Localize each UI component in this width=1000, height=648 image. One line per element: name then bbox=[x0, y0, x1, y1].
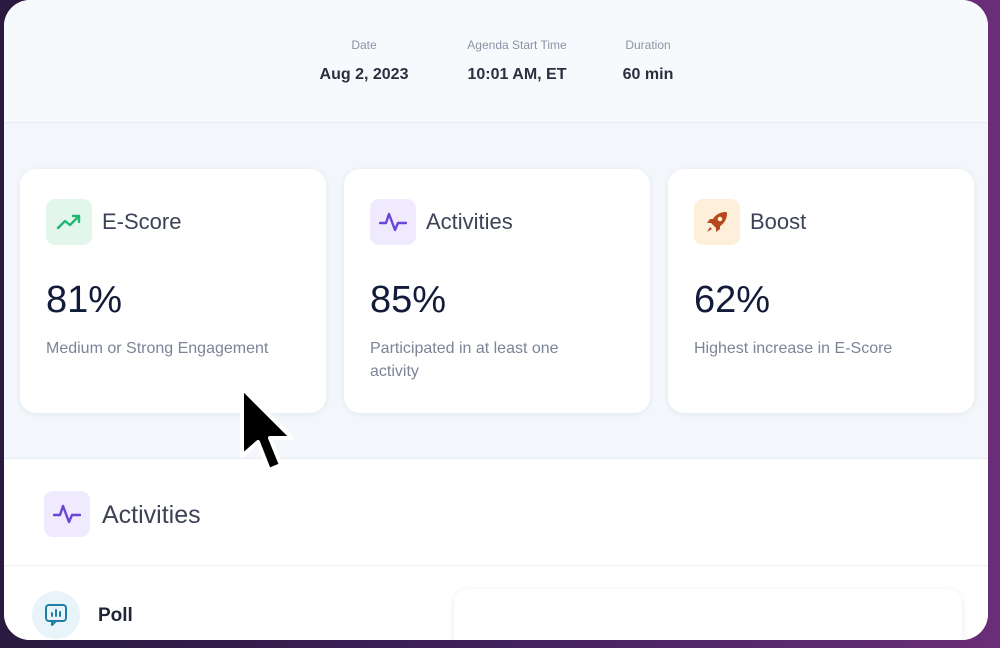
stats-section: E-Score 81% Medium or Strong Engagement … bbox=[4, 122, 988, 459]
meta-start-label: Agenda Start Time bbox=[467, 38, 567, 52]
poll-label[interactable]: Poll bbox=[98, 605, 133, 626]
activities-section: Activities Poll bbox=[4, 458, 988, 640]
activity-pulse-icon bbox=[370, 199, 416, 245]
section-divider bbox=[4, 565, 988, 566]
activities-card[interactable]: Activities 85% Participated in at least … bbox=[344, 169, 650, 413]
meta-duration-label: Duration bbox=[625, 38, 671, 52]
meta-duration: Duration 60 min bbox=[608, 38, 688, 84]
activities-description: Participated in at least one activity bbox=[370, 340, 559, 380]
poll-chart-icon[interactable] bbox=[32, 591, 80, 639]
meta-date-label: Date bbox=[351, 38, 377, 52]
trending-up-icon bbox=[46, 199, 92, 245]
e-score-value: 81% bbox=[46, 279, 123, 321]
meta-start-time: Agenda Start Time 10:01 AM, ET bbox=[447, 38, 587, 84]
meeting-meta-bar: Date Aug 2, 2023 Agenda Start Time 10:01… bbox=[4, 0, 988, 122]
meta-start-value: 10:01 AM, ET bbox=[467, 66, 567, 83]
rocket-icon bbox=[694, 199, 740, 245]
meta-date: Date Aug 2, 2023 bbox=[304, 38, 424, 84]
boost-value: 62% bbox=[694, 279, 771, 321]
mouse-cursor-icon bbox=[236, 384, 296, 485]
meeting-report-window: Date Aug 2, 2023 Agenda Start Time 10:01… bbox=[4, 0, 988, 640]
meta-duration-value: 60 min bbox=[622, 66, 674, 83]
activities-section-title: Activities bbox=[102, 501, 201, 529]
boost-card[interactable]: Boost 62% Highest increase in E-Score bbox=[668, 169, 974, 413]
boost-title: Boost bbox=[750, 209, 807, 234]
activities-title: Activities bbox=[426, 209, 513, 234]
poll-result-panel bbox=[454, 589, 962, 640]
boost-description: Highest increase in E-Score bbox=[694, 340, 893, 357]
activity-pulse-icon bbox=[44, 491, 90, 537]
activities-value: 85% bbox=[370, 279, 447, 321]
e-score-card[interactable]: E-Score 81% Medium or Strong Engagement bbox=[20, 169, 326, 413]
e-score-description: Medium or Strong Engagement bbox=[46, 340, 269, 357]
meta-date-value: Aug 2, 2023 bbox=[319, 66, 409, 83]
e-score-title: E-Score bbox=[102, 209, 182, 234]
